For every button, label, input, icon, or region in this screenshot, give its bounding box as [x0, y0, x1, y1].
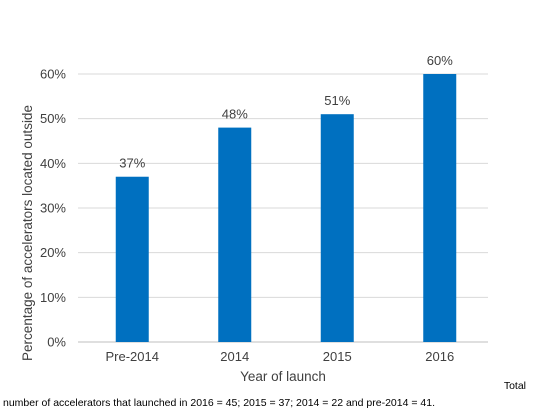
y-axis-ticks: 0% 10% 20% 30% 40% 50% 60%: [40, 67, 66, 350]
data-label-2016: 60%: [427, 53, 453, 68]
y-tick-label: 40%: [40, 156, 66, 171]
bars: [115, 74, 457, 342]
y-axis-title: Percentage of accelerators located outsi…: [20, 105, 35, 361]
x-axis-ticks: Pre-2014 2014 2015 2016: [106, 349, 455, 364]
y-tick-label: 30%: [40, 201, 66, 216]
y-tick-label: 50%: [40, 111, 66, 126]
bar-2015: [320, 114, 354, 342]
x-tick-label-pre-2014: Pre-2014: [106, 349, 159, 364]
y-tick-label: 0%: [47, 335, 66, 350]
data-labels: 37% 48% 51% 60%: [119, 53, 453, 171]
y-tick-label: 20%: [40, 245, 66, 260]
data-label-2015: 51%: [324, 93, 350, 108]
bar-pre-2014: [115, 176, 149, 342]
data-label-2014: 48%: [222, 107, 248, 122]
y-tick-label: 10%: [40, 290, 66, 305]
x-tick-label-2015: 2015: [323, 349, 352, 364]
bar-2016: [423, 74, 457, 342]
footnote-text: number of accelerators that launched in …: [3, 397, 435, 409]
bar-2014: [218, 127, 252, 342]
x-axis-title: Year of launch: [240, 369, 326, 384]
y-tick-label: 60%: [40, 67, 66, 82]
footnote-total-word: Total: [503, 380, 526, 392]
data-label-pre-2014: 37%: [119, 156, 145, 171]
x-tick-label-2014: 2014: [220, 349, 249, 364]
x-tick-label-2016: 2016: [425, 349, 454, 364]
